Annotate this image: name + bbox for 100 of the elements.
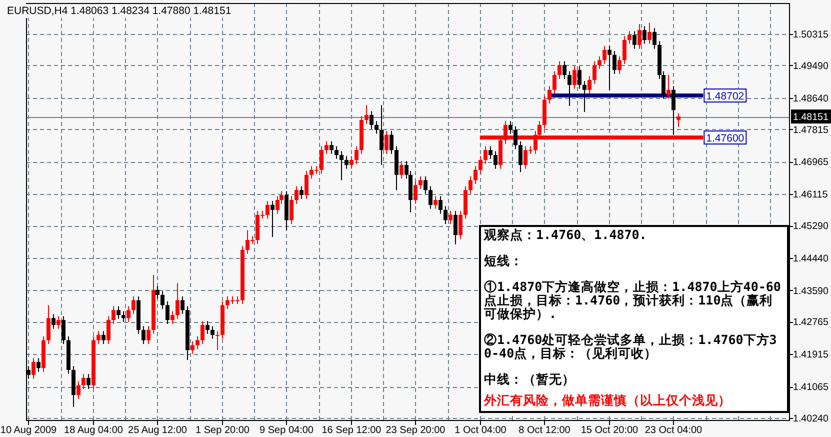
candlestick [666,74,670,100]
y-tick-label: 1.44440 [793,253,829,264]
candlestick [484,146,488,164]
candlestick [514,126,518,150]
candlestick [444,206,448,225]
candlestick [96,330,100,345]
x-tick-label: 25 Aug 12:00 [128,425,188,436]
candlestick [102,330,106,345]
candlestick [628,30,632,44]
y-tick-label: 1.45290 [793,221,829,232]
candlestick [468,176,472,194]
candlestick [582,80,586,112]
x-tick-label: 23 Oct 04:00 [644,425,703,436]
y-tick-label: 1.43590 [793,286,829,297]
x-tick-label: 23 Sep 20:00 [386,425,446,436]
y-tick-label: 1.42765 [793,317,829,328]
candlestick [400,160,404,180]
candlestick [374,120,378,134]
y-tick-label: 1.46965 [793,157,829,168]
candlestick [132,296,136,314]
candlestick [390,130,394,154]
candlestick [562,60,566,80]
candlestick [458,210,462,240]
candlestick [76,380,80,400]
candlestick [638,23,642,50]
candlestick [424,176,428,194]
candlestick [266,200,270,220]
candlestick [428,186,432,210]
candlestick [116,306,120,320]
candlestick [340,150,344,181]
candlestick [106,316,110,345]
candlestick [180,296,184,314]
candlestick [448,210,452,225]
y-tick-label: 1.50315 [793,30,829,41]
candlestick [552,70,556,94]
x-tick-label: 15 Oct 20:00 [580,425,639,436]
candlestick [568,70,572,106]
candlestick [622,36,626,64]
candlestick [304,170,308,200]
candlestick [384,130,388,154]
candlestick [46,304,50,345]
candlestick [206,320,210,334]
candlestick [86,374,90,390]
candlestick [518,140,522,173]
candlestick [612,50,616,74]
candlestick [618,56,622,74]
y-tick-label: 1.46115 [793,190,828,201]
x-tick-label: 1 Sep 20:00 [196,425,250,436]
annotation: 短线： [483,253,523,268]
candlestick [210,326,214,340]
candlestick [508,120,512,134]
y-tick-label: 1.48640 [793,93,829,104]
x-tick-label: 1 Oct 04:00 [454,425,507,436]
candlestick [652,28,656,50]
candlestick [36,358,40,372]
candlestick [190,340,194,354]
candlestick [608,46,612,90]
x-tick-label: 8 Oct 12:00 [518,425,571,436]
candlestick [474,166,478,184]
candlestick [196,336,200,350]
candlestick [434,196,438,210]
y-tick-label: 1.41915 [793,350,829,361]
candlestick [370,110,374,130]
candlestick [290,196,294,225]
data-label: 1.47600 [706,132,744,145]
candlestick [676,112,680,128]
x-tick-label: 16 Sep 12:00 [322,425,382,436]
candlestick [488,146,492,160]
candlestick [344,156,348,170]
candlestick [572,66,576,90]
candlestick [642,26,646,44]
candlestick [364,104,368,124]
candlestick [122,310,126,322]
y-tick-label: 1.49490 [793,60,829,72]
annotation: 中线：（暂无） [484,372,575,386]
candlestick [176,282,180,320]
candlestick [438,196,442,214]
candlestick [592,60,596,84]
candlestick [478,156,482,174]
candlestick [454,210,458,245]
x-tick-label: 18 Aug 04:00 [64,425,124,436]
candlestick [300,186,304,200]
candlestick [330,140,334,154]
y-tick-label: 1.47815 [793,124,829,136]
candlestick [418,176,422,190]
x-tick-label: 9 Sep 04:00 [260,425,314,436]
candlestick [32,358,36,380]
candlestick [324,140,328,154]
y-tick-label: 1.41065 [793,382,829,394]
candlestick [602,46,606,64]
annotation: ②1.4760处可轻仓尝试多单，止损：1.4760下方30-40点，目标：（见利可收） [484,332,777,360]
candlestick [166,300,170,324]
candlestick [294,186,298,204]
annotation: ①1.4870下方逢高做空，止损：1.4870上方40-60点止损，目标：1.4760，预计获利：110点（赢利可做保护）. [483,279,781,321]
candlestick [558,60,562,80]
candlestick [112,306,116,324]
candlestick [126,306,130,322]
candlestick [170,310,174,324]
candlestick [494,150,498,170]
x-tick-label: 10 Aug 2009 [0,425,58,436]
